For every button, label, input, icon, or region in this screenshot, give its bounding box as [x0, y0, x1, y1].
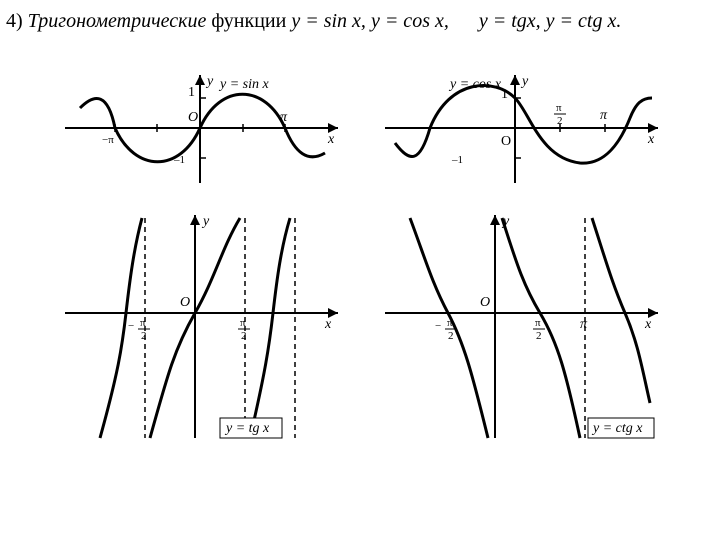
minus-one-label: –1 — [451, 154, 463, 166]
x-axis-label: x — [647, 132, 655, 147]
x-axis-label: x — [324, 317, 332, 332]
pi2-den: 2 — [241, 330, 247, 342]
pi-label: π — [600, 108, 608, 123]
mpi2-num: π — [447, 317, 453, 329]
origin-label: O — [188, 110, 198, 125]
sin-plot: y 1 O –1 −π π x y = sin x — [60, 63, 370, 193]
title-word1: Тригонометрические — [28, 10, 207, 32]
pi2-num: π — [535, 317, 541, 329]
one-label: 1 — [188, 85, 195, 100]
x-axis-label: x — [327, 132, 335, 147]
pi2-den: 2 — [557, 115, 563, 127]
ctg-eq-label: y = ctg x — [591, 421, 643, 436]
pi-label: π — [280, 110, 288, 125]
title-word2: функции — [206, 10, 291, 32]
title-number: 4) — [6, 10, 28, 32]
tg-plot: y O x − π 2 π 2 y = tg x — [60, 203, 370, 453]
svg-text:−: − — [435, 320, 441, 332]
minus-pi-label: −π — [102, 134, 114, 146]
mpi2-den: 2 — [448, 330, 454, 342]
one-label: 1 — [501, 87, 508, 102]
origin-label: O — [180, 295, 190, 310]
pi2-num: π — [556, 102, 562, 114]
tg-eq-label: y = tg x — [224, 421, 270, 436]
origin-label: O — [480, 295, 490, 310]
y-axis-label: y — [501, 214, 510, 229]
y-axis-label: y — [205, 74, 214, 89]
ctg-plot: y O x − π 2 π 2 π y = ctg x — [380, 203, 690, 453]
title-row: 4) Тригонометрические функции y = sin x,… — [0, 0, 720, 33]
plots-grid: y 1 O –1 −π π x y = sin x y 1 O — [0, 33, 720, 453]
y-axis-label: y — [520, 74, 529, 89]
origin-label: O — [501, 134, 511, 149]
mpi2-den: 2 — [141, 330, 147, 342]
title-f2: y = cos x, — [366, 10, 449, 32]
title-f1: y = sin x, — [291, 10, 366, 32]
x-axis-label: x — [644, 317, 652, 332]
sin-eq-label: y = sin x — [218, 77, 269, 92]
pi-label: π — [580, 317, 588, 332]
title-f3: y = tgx, — [479, 10, 541, 32]
cos-eq-label: y = cos x — [448, 77, 502, 92]
mpi2-num: π — [140, 317, 146, 329]
title-f4: y = ctg x. — [541, 10, 622, 32]
minus-one-label: –1 — [173, 154, 185, 166]
pi2-den: 2 — [536, 330, 542, 342]
pi2-num: π — [240, 317, 246, 329]
cos-plot: y 1 O –1 π π 2 x y = cos x — [380, 63, 690, 193]
svg-text:−: − — [128, 320, 134, 332]
y-axis-label: y — [201, 214, 210, 229]
